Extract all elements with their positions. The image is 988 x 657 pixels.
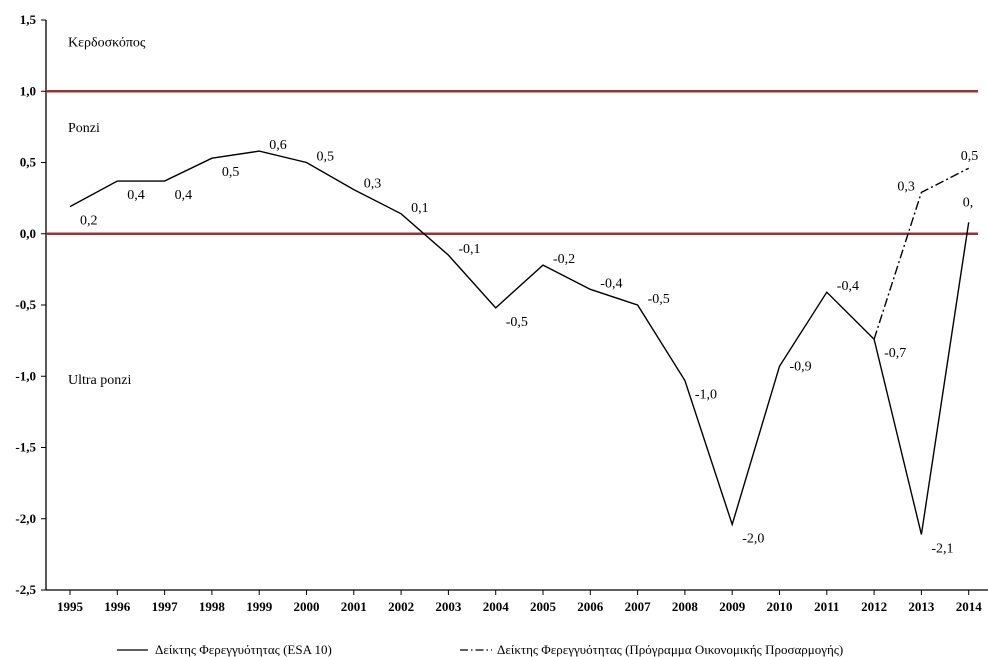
zone-label: Ponzi xyxy=(68,121,100,136)
series-lines xyxy=(69,150,970,535)
zone-label: Ultra ponzi xyxy=(68,373,131,388)
plot-frame xyxy=(45,20,988,591)
x-tick-label: 2002 xyxy=(388,599,414,614)
data-label-esa: -0,5 xyxy=(648,292,670,307)
x-tick-label: 2001 xyxy=(341,599,367,614)
x-tick-label: 1995 xyxy=(57,599,84,614)
x-tick-label: 1997 xyxy=(152,599,179,614)
x-tick-label: 2004 xyxy=(483,599,510,614)
x-tick-label: 1996 xyxy=(104,599,131,614)
legend-label-esa: Δείκτης Φερεγγυότητας (ESA 10) xyxy=(155,642,332,657)
data-label-esa: -0,7 xyxy=(884,346,906,361)
data-label-esa: 0,2 xyxy=(80,214,98,229)
data-label-esa: 0,5 xyxy=(317,150,335,165)
data-label-esa: -0,4 xyxy=(600,276,622,291)
data-label-esa: -0,9 xyxy=(790,359,812,374)
x-tick-label: 1998 xyxy=(199,599,226,614)
x-tick-label: 2011 xyxy=(814,599,839,614)
reference-lines xyxy=(46,90,978,235)
x-tick-label: 2009 xyxy=(719,599,746,614)
x-tick-label: 2014 xyxy=(956,599,983,614)
data-label-esa: 0,5 xyxy=(222,165,240,180)
data-label-esa: 0,1 xyxy=(411,201,429,216)
y-tick-label: 0,0 xyxy=(20,226,36,241)
x-tick-label: 2010 xyxy=(767,599,793,614)
x-tick-label: 2003 xyxy=(435,599,462,614)
x-tick-label: 2008 xyxy=(672,599,699,614)
y-tick-label: -2,0 xyxy=(15,511,36,526)
data-label-program: 0,5 xyxy=(961,149,979,164)
y-tick-label: -0,5 xyxy=(15,297,36,312)
zone-label: Κερδοσκόπος xyxy=(68,35,146,50)
x-tick-label: 2012 xyxy=(861,599,887,614)
data-label-esa: -0,4 xyxy=(837,279,859,294)
x-tick-label: 2006 xyxy=(577,599,604,614)
data-label-esa: -0,2 xyxy=(553,252,575,267)
legend-label-program: Δείκτης Φερεγγυότητας (Πρόγραμμα Οικονομ… xyxy=(497,642,843,657)
y-tick-label: 1,5 xyxy=(20,12,37,27)
legend: Δείκτης Φερεγγυότητας (ESA 10) Δείκτης Φ… xyxy=(117,642,843,657)
zone-labels: Κερδοσκόπος Ponzi Ultra ponzi xyxy=(68,35,146,388)
x-tick-label: 2007 xyxy=(625,599,652,614)
x-tick-label: 2013 xyxy=(908,599,935,614)
x-tick-label: 1999 xyxy=(246,599,273,614)
data-label-esa: 0,3 xyxy=(364,177,382,192)
data-label-esa: -2,1 xyxy=(931,541,953,556)
data-label-esa: 0,4 xyxy=(175,188,193,203)
data-labels: 0,2 0,4 0,4 0,5 0,6 0,5 0,3 0,1 -0,1 -0,5 -0,2 -0,4… xyxy=(80,138,978,556)
x-axis-ticks: 1995 1996 1997 1998 1999 2000 2001 2002 2003 2004… xyxy=(57,590,982,614)
x-tick-label: 2000 xyxy=(294,599,320,614)
y-axis-ticks: 1,5 1,0 0,5 0,0 -0,5 -1,0 -1,5 -2,0 -2,5 xyxy=(15,12,46,597)
data-label-esa: -0,1 xyxy=(458,242,480,257)
y-tick-label: -1,5 xyxy=(15,440,36,455)
data-label-program: 0,3 xyxy=(897,179,915,194)
y-tick-label: 0,5 xyxy=(20,155,37,170)
data-label-esa: 0, xyxy=(963,195,974,210)
data-label-esa: 0,4 xyxy=(127,188,145,203)
data-label-esa: 0,6 xyxy=(269,138,287,153)
y-tick-label: -2,5 xyxy=(15,582,36,597)
y-tick-label: 1,0 xyxy=(20,83,36,98)
x-tick-label: 2005 xyxy=(530,599,557,614)
series-line-esa xyxy=(69,150,970,535)
data-label-esa: -2,0 xyxy=(742,531,764,546)
series-line-program xyxy=(873,167,970,340)
data-label-esa: -0,5 xyxy=(506,315,528,330)
data-label-esa: -1,0 xyxy=(695,388,717,403)
y-tick-label: -1,0 xyxy=(15,368,36,383)
